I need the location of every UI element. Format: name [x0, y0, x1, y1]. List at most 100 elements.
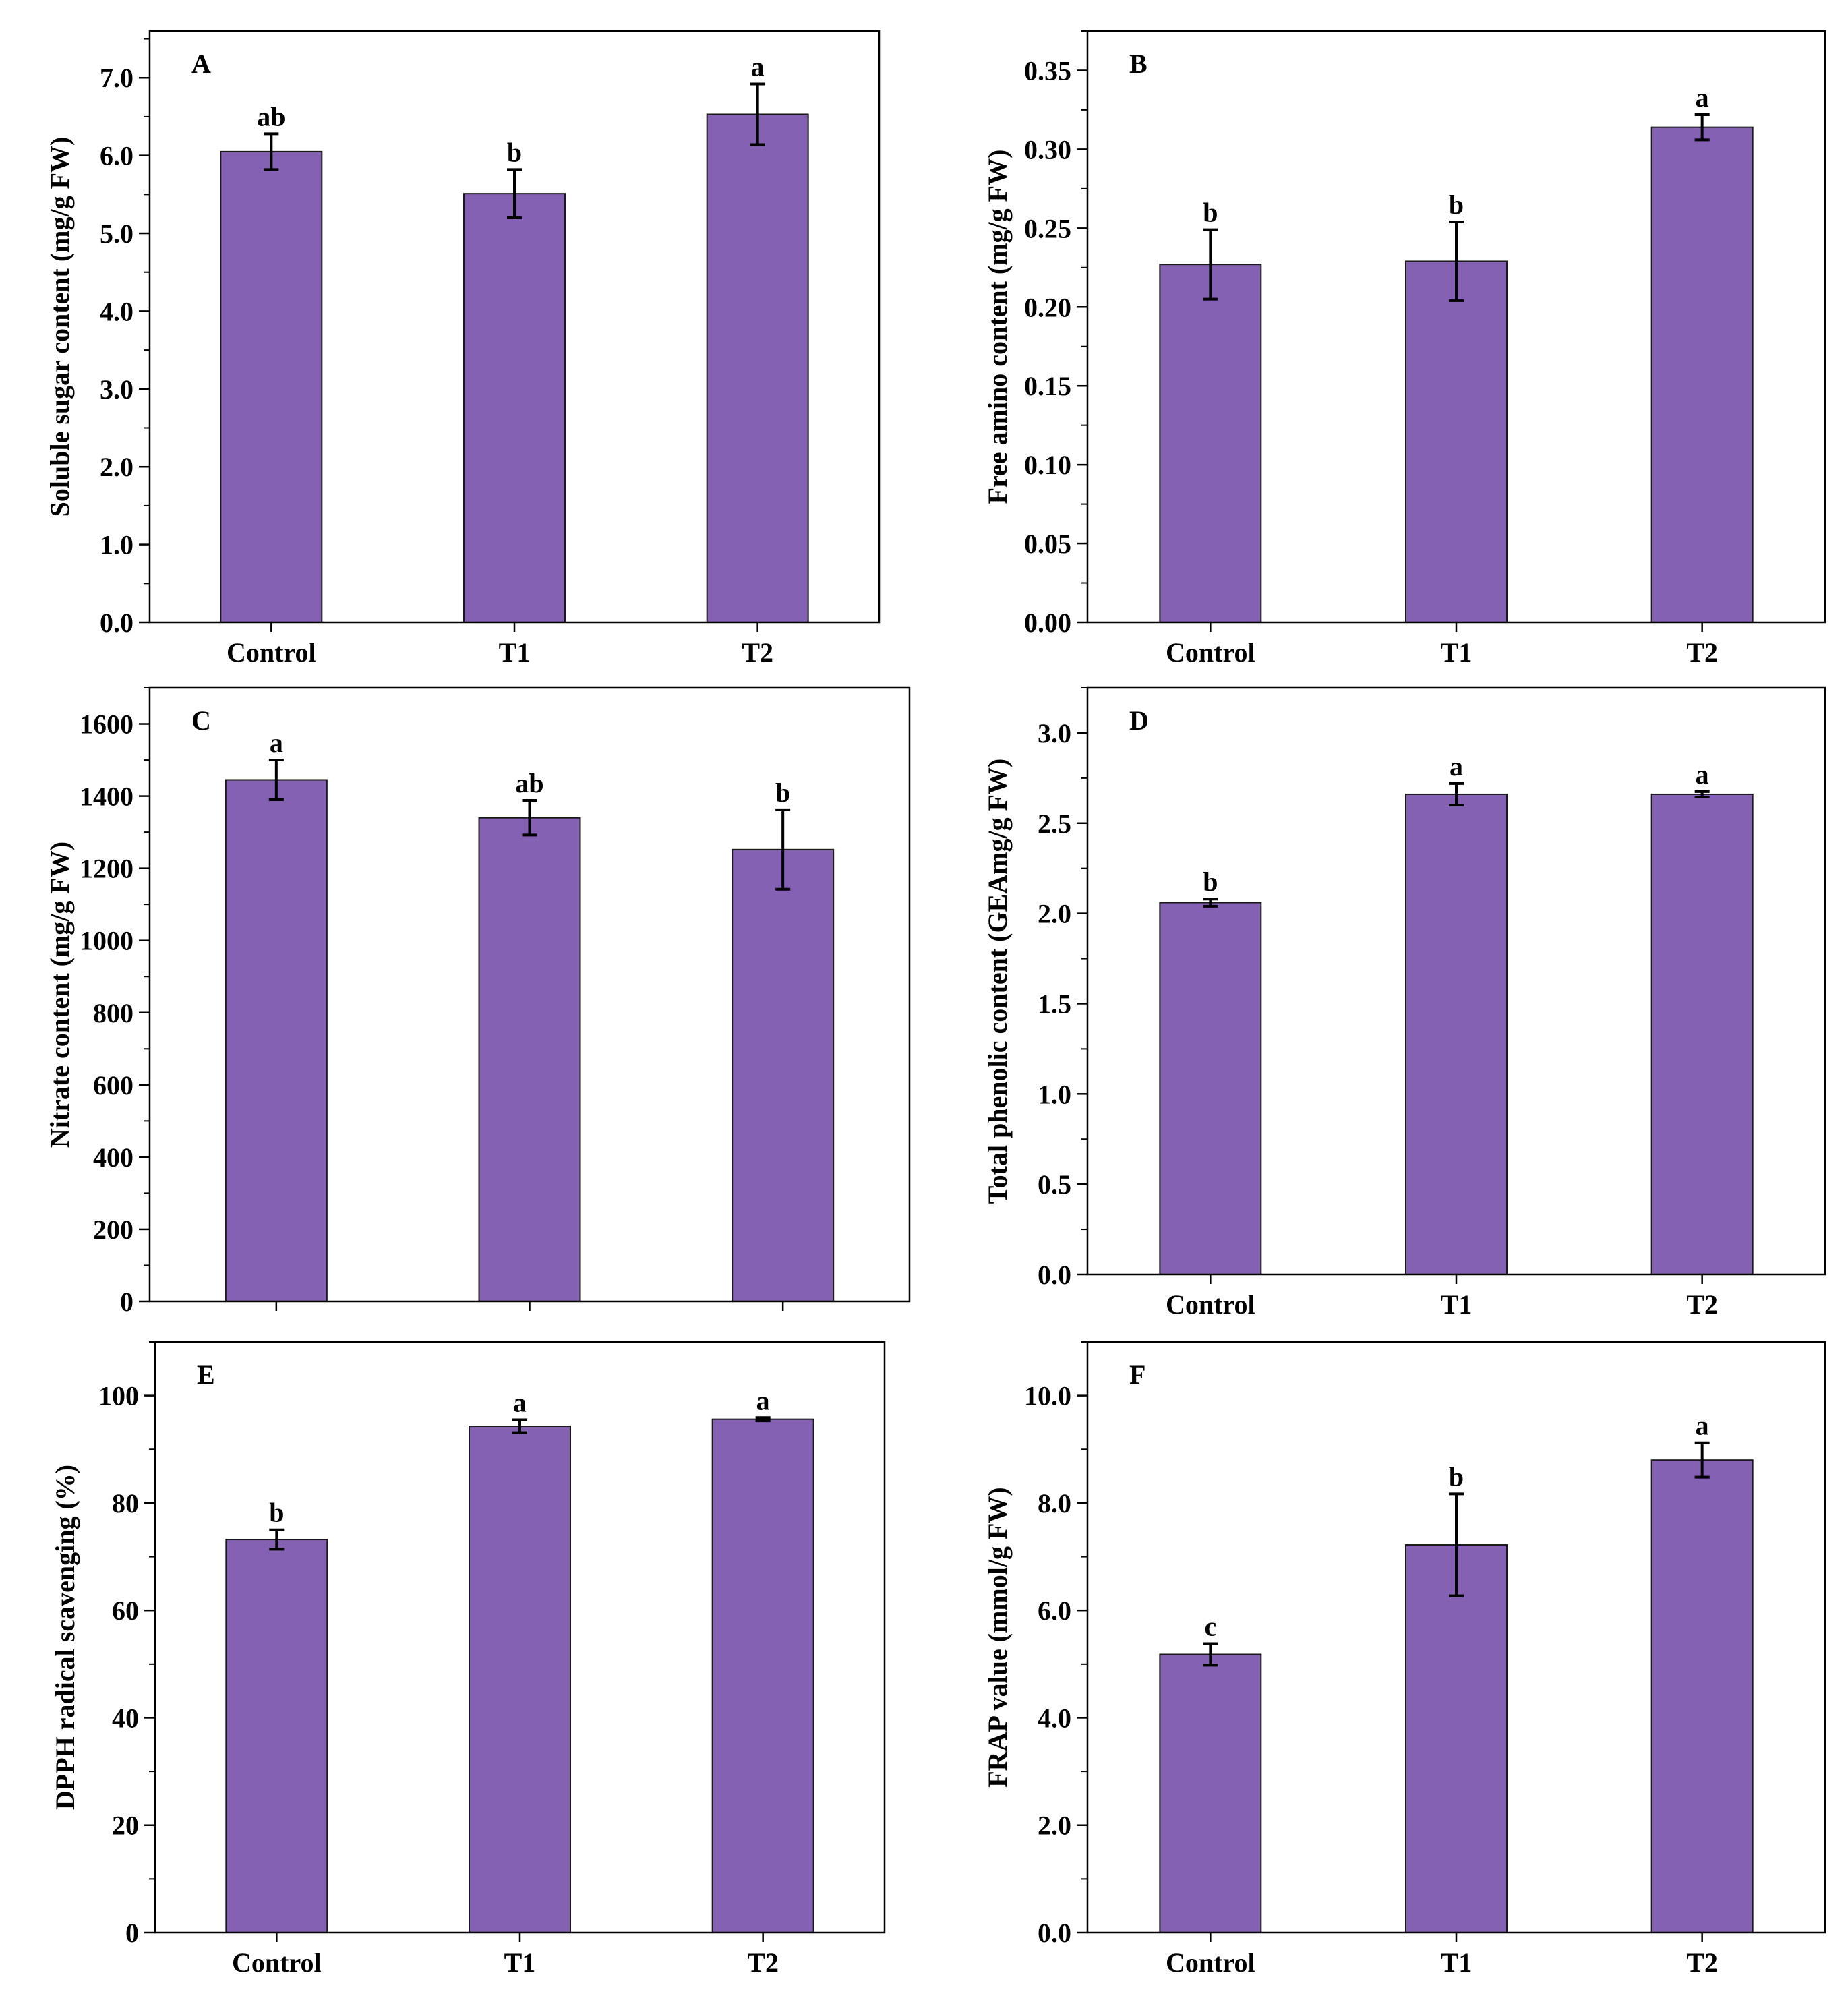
y-tick-label-e: 20	[112, 1811, 139, 1841]
y-tick-label-d: 0.5	[1038, 1169, 1071, 1200]
y-tick-label-b: 0.35	[1024, 55, 1071, 86]
y-tick-label-d: 2.0	[1038, 899, 1071, 929]
y-tick-label-d: 0.0	[1038, 1260, 1071, 1290]
x-tick-label-e-t1: T1	[504, 1947, 536, 1978]
bar-e-control	[225, 1539, 328, 1933]
y-tick-label-c: 1000	[80, 926, 133, 956]
bar-a-t1	[463, 193, 566, 623]
y-tick-label-a: 3.0	[100, 374, 133, 405]
y-tick-label-c: 1400	[80, 782, 133, 812]
y-axis-title-d: Total phenolic content (GEAmg/g FW)	[982, 759, 1013, 1204]
significance-letter-e-t1: a	[513, 1387, 527, 1417]
bar-d-t1	[1405, 793, 1508, 1275]
x-tick-label-a-t2: T2	[742, 637, 773, 668]
y-tick-label-a: 4.0	[100, 296, 133, 326]
y-tick-label-c: 400	[93, 1142, 133, 1173]
y-tick-label-e: 60	[112, 1595, 139, 1626]
panel-c: a ab b 0 200 400 600 800 1000 1200 1400 1600 C Nitrat…	[44, 686, 911, 1317]
significance-letter-f-t1: b	[1449, 1461, 1464, 1492]
y-tick-label-a: 6.0	[100, 141, 133, 171]
significance-letter-f-control: c	[1204, 1612, 1216, 1642]
bar-a-t2	[706, 113, 809, 624]
y-tick-label-f: 8.0	[1038, 1488, 1071, 1519]
y-tick-label-a: 0.0	[100, 608, 133, 638]
panel-e: b a a 0 20 40 60 80 100 Control T1 T2 E DPPH radical …	[50, 1341, 886, 1978]
bar-b-control	[1159, 264, 1262, 623]
significance-letter-f-t2: a	[1696, 1411, 1709, 1441]
y-tick-label-f: 2.0	[1038, 1811, 1071, 1841]
bar-f-t1	[1405, 1544, 1508, 1933]
y-tick-label-b: 0.15	[1024, 371, 1071, 401]
panel-f: c b a 0.0 2.0 4.0 6.0 8.0 10.0 Control T1 T2 F FRAP v…	[982, 1341, 1826, 1978]
x-tick-label-d-t1: T1	[1441, 1289, 1472, 1320]
y-axis-title-c: Nitrate content (mg/g FW)	[44, 842, 75, 1148]
y-tick-label-a: 7.0	[100, 63, 133, 93]
x-tick-label-f-t1: T1	[1441, 1947, 1472, 1978]
y-tick-label-e: 100	[98, 1381, 139, 1411]
y-tick-label-a: 2.0	[100, 452, 133, 482]
x-tick-label-f-t2: T2	[1686, 1947, 1718, 1978]
significance-letter-a-t2: a	[751, 51, 765, 82]
x-tick-label-d-control: Control	[1166, 1289, 1255, 1320]
y-tick-label-d: 1.5	[1038, 989, 1071, 1019]
y-tick-label-a: 5.0	[100, 218, 133, 249]
bar-e-t2	[711, 1418, 814, 1933]
panel-label-f: F	[1129, 1359, 1145, 1390]
significance-letter-e-t2: a	[756, 1385, 770, 1415]
significance-letter-c-control: a	[270, 728, 283, 758]
y-tick-label-f: 6.0	[1038, 1595, 1071, 1626]
panel-d: b a a 0.0 0.5 1.0 1.5 2.0 2.5 3.0 Control T1 T2 D Tota…	[982, 686, 1826, 1320]
x-tick-label-e-control: Control	[232, 1947, 322, 1978]
y-axis-title-a: Soluble sugar content (mg/g FW)	[44, 137, 75, 517]
y-tick-label-b: 0.30	[1024, 134, 1071, 165]
x-tick-label-e-t2: T2	[747, 1947, 779, 1978]
significance-letter-b-t1: b	[1449, 189, 1464, 220]
y-tick-label-f: 0.0	[1038, 1918, 1071, 1948]
y-tick-label-b: 0.25	[1024, 213, 1071, 243]
y-tick-label-e: 40	[112, 1703, 139, 1733]
significance-letter-b-t2: a	[1696, 82, 1709, 113]
x-tick-label-b-t2: T2	[1686, 637, 1718, 668]
bar-d-control	[1159, 902, 1262, 1275]
x-tick-label-d-t2: T2	[1686, 1289, 1718, 1320]
bar-c-t2	[732, 848, 835, 1302]
bar-b-t1	[1405, 260, 1508, 624]
y-axis-title-f: FRAP value (mmol/g FW)	[982, 1487, 1013, 1788]
panel-label-e: E	[197, 1359, 215, 1390]
y-axis-title-b: Free amino content (mg/g FW)	[982, 150, 1013, 504]
significance-letter-e-control: b	[269, 1498, 284, 1528]
y-tick-label-e: 80	[112, 1488, 139, 1519]
y-tick-label-c: 600	[93, 1070, 133, 1100]
bar-b-t2	[1650, 126, 1754, 623]
y-tick-label-d: 1.0	[1038, 1079, 1071, 1109]
y-tick-label-d: 3.0	[1038, 718, 1071, 748]
x-tick-label-a-t1: T1	[499, 637, 531, 668]
y-tick-label-e: 0	[125, 1918, 139, 1948]
significance-letter-a-control: ab	[257, 101, 285, 131]
y-tick-label-c: 1600	[80, 709, 133, 740]
bar-d-t2	[1650, 793, 1754, 1275]
panel-a: ab b a 0.0 1.0 2.0 3.0 4.0 5.0 6.0 7.0 Control T1 T2 A…	[44, 30, 881, 668]
y-tick-label-d: 2.5	[1038, 809, 1071, 839]
bar-c-t1	[478, 817, 581, 1303]
y-tick-label-b: 0.05	[1024, 529, 1071, 559]
x-tick-label-f-control: Control	[1166, 1947, 1255, 1978]
significance-letter-b-control: b	[1203, 198, 1218, 228]
significance-letter-d-t1: a	[1450, 751, 1463, 782]
y-tick-label-a: 1.0	[100, 530, 133, 560]
bar-e-t1	[469, 1426, 571, 1933]
panel-label-d: D	[1129, 705, 1149, 736]
significance-letter-a-t1: b	[507, 137, 522, 167]
significance-letter-c-t2: b	[775, 777, 790, 808]
bar-f-control	[1159, 1653, 1262, 1933]
y-tick-label-b: 0.10	[1024, 450, 1071, 480]
bar-a-control	[220, 150, 323, 624]
panel-label-c: C	[191, 705, 211, 736]
bar-f-t2	[1650, 1459, 1754, 1933]
y-axis-title-e: DPPH radical scavenging (%)	[50, 1465, 80, 1810]
x-tick-label-b-t1: T1	[1441, 637, 1472, 668]
x-tick-label-a-control: Control	[227, 637, 316, 668]
y-tick-label-c: 1200	[80, 854, 133, 884]
y-tick-label-f: 4.0	[1038, 1703, 1071, 1733]
